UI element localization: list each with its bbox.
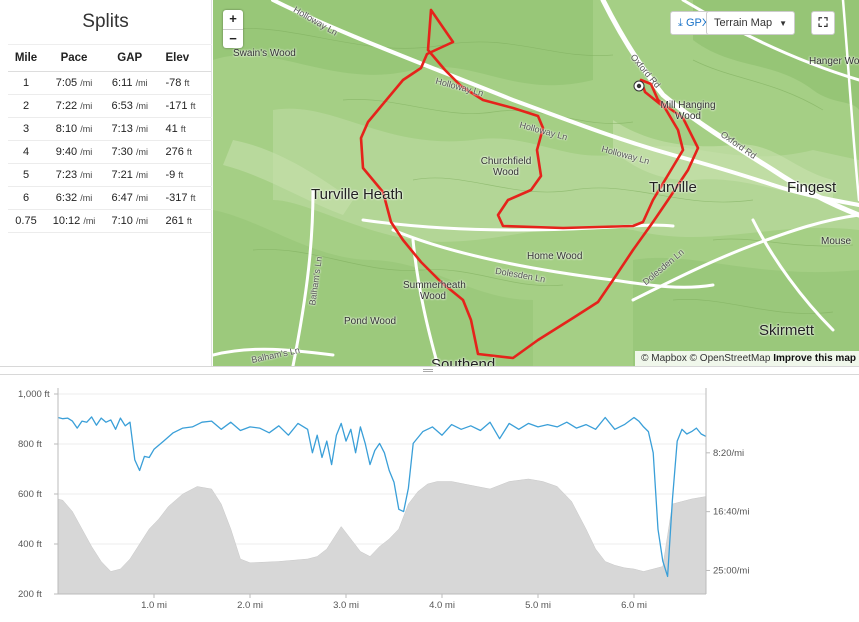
split-mile: 3 bbox=[8, 117, 44, 141]
label-mill-hanging-wood: Mill Hanging Wood bbox=[660, 100, 716, 122]
split-pace: 7:05 /mi bbox=[44, 71, 105, 95]
split-gap: 7:13 /mi bbox=[104, 117, 156, 141]
map-terrain bbox=[213, 0, 859, 366]
y-right-tick-label: 8:20/mi bbox=[713, 448, 744, 459]
split-mile: 4 bbox=[8, 140, 44, 164]
split-pace: 10:12 /mi bbox=[44, 209, 105, 233]
split-mile: 1 bbox=[8, 71, 44, 95]
grip-icon bbox=[423, 369, 433, 372]
split-elev: 261 ft bbox=[155, 209, 212, 233]
label-skirmett: Skirmett bbox=[759, 322, 815, 339]
split-elev: -78 ft bbox=[155, 71, 212, 95]
map-type-label: Terrain Map bbox=[714, 17, 773, 29]
attribution-mapbox-link[interactable]: © Mapbox bbox=[641, 353, 687, 364]
caret-down-icon: ▼ bbox=[779, 19, 788, 28]
split-row[interactable]: 6 6:32 /mi 6:47 /mi -317 ft bbox=[8, 186, 212, 210]
y-left-tick-label: 200 ft bbox=[18, 589, 42, 600]
split-gap: 6:11 /mi bbox=[104, 71, 156, 95]
split-row[interactable]: 3 8:10 /mi 7:13 /mi 41 ft bbox=[8, 117, 212, 141]
split-elev: 41 ft bbox=[155, 117, 212, 141]
improve-map-link[interactable]: Improve this map bbox=[773, 353, 856, 364]
split-pace: 6:32 /mi bbox=[44, 186, 105, 210]
split-row[interactable]: 2 7:22 /mi 6:53 /mi -171 ft bbox=[8, 94, 212, 118]
split-gap: 7:21 /mi bbox=[104, 163, 156, 187]
route-map[interactable]: Swain's Wood Holloway Ln Holloway Ln Hol… bbox=[213, 0, 859, 366]
split-elev: -9 ft bbox=[155, 163, 212, 187]
y-left-tick-label: 800 ft bbox=[18, 439, 42, 450]
download-icon: ⤓ bbox=[678, 17, 683, 29]
label-churchfield-wood: Churchfield Wood bbox=[480, 156, 532, 178]
split-gap: 6:47 /mi bbox=[104, 186, 156, 210]
split-row[interactable]: 1 7:05 /mi 6:11 /mi -78 ft bbox=[8, 71, 212, 95]
x-tick-label: 5.0 mi bbox=[525, 600, 551, 611]
split-row[interactable]: 4 9:40 /mi 7:30 /mi 276 ft bbox=[8, 140, 212, 164]
elevation-area bbox=[57, 478, 707, 595]
label-turville: Turville bbox=[649, 179, 697, 196]
zoom-in-button[interactable]: + bbox=[229, 11, 237, 26]
split-mile: 6 bbox=[8, 186, 44, 210]
split-row[interactable]: 5 7:23 /mi 7:21 /mi -9 ft bbox=[8, 163, 212, 187]
split-elev: 276 ft bbox=[155, 140, 212, 164]
splits-panel: Splits Mile Pace GAP Elev 1 7:05 /mi 6:11 … bbox=[0, 0, 212, 366]
label-fingest: Fingest bbox=[787, 179, 837, 196]
split-row[interactable]: 0.75 10:12 /mi 7:10 /mi 261 ft bbox=[8, 209, 212, 233]
label-turville-heath: Turville Heath bbox=[311, 186, 403, 203]
split-pace: 7:22 /mi bbox=[44, 94, 105, 118]
split-mile: 0.75 bbox=[8, 209, 44, 233]
splits-header-row: Mile Pace GAP Elev bbox=[8, 44, 212, 72]
pace-line bbox=[57, 416, 707, 578]
header-pace: Pace bbox=[44, 44, 105, 72]
chart-canvas: 1,000 ft 800 ft 600 ft 400 ft 200 ft 8:20/mi 1… bbox=[18, 388, 749, 611]
split-gap: 6:53 /mi bbox=[104, 94, 156, 118]
x-tick-label: 2.0 mi bbox=[237, 600, 263, 611]
y-right-tick-label: 25:00/mi bbox=[713, 565, 749, 576]
splits-title: Splits bbox=[82, 11, 129, 32]
split-gap: 7:10 /mi bbox=[104, 209, 156, 233]
x-tick-label: 1.0 mi bbox=[141, 600, 167, 611]
x-tick-label: 6.0 mi bbox=[621, 600, 647, 611]
label-home-wood: Home Wood bbox=[527, 251, 583, 262]
split-elev: -317 ft bbox=[155, 186, 212, 210]
expand-icon: ⛶ bbox=[818, 15, 828, 30]
zoom-control: + − bbox=[223, 10, 243, 48]
map-attribution: © Mapbox © OpenStreetMap Improve this ma… bbox=[635, 351, 859, 366]
splits-rows: 1 7:05 /mi 6:11 /mi -78 ft 2 7:22 /mi 6:53 /mi… bbox=[8, 71, 212, 233]
label-mouse: Mouse bbox=[821, 236, 852, 247]
y-left-tick-label: 400 ft bbox=[18, 539, 42, 550]
attribution-osm-link[interactable]: © OpenStreetMap bbox=[689, 353, 771, 364]
header-mile: Mile bbox=[8, 44, 44, 72]
split-mile: 5 bbox=[8, 163, 44, 187]
header-elev: Elev bbox=[155, 44, 212, 72]
label-southend: Southend bbox=[431, 356, 496, 366]
label-pond-wood: Pond Wood bbox=[344, 316, 397, 327]
label-summerheath-wood: Summerheath Wood bbox=[403, 280, 466, 302]
map-type-dropdown[interactable]: Terrain Map ▼ bbox=[706, 11, 796, 35]
split-pace: 8:10 /mi bbox=[44, 117, 105, 141]
fullscreen-button[interactable]: ⛶ bbox=[811, 11, 835, 35]
y-right-tick-label: 16:40/mi bbox=[713, 507, 749, 518]
y-left-tick-label: 1,000 ft bbox=[18, 389, 50, 400]
gpx-label: GPX bbox=[685, 17, 710, 29]
x-tick-label: 4.0 mi bbox=[429, 600, 455, 611]
split-pace: 9:40 /mi bbox=[44, 140, 105, 164]
label-swains-wood: Swain's Wood bbox=[233, 48, 296, 59]
split-pace: 7:23 /mi bbox=[44, 163, 105, 187]
y-left-tick-label: 600 ft bbox=[18, 489, 42, 500]
header-gap: GAP bbox=[104, 44, 156, 72]
split-gap: 7:30 /mi bbox=[104, 140, 156, 164]
label-hanger-wood: Hanger Wo bbox=[809, 56, 859, 67]
x-tick-label: 3.0 mi bbox=[333, 600, 359, 611]
splits-table: Mile Pace GAP Elev 1 7:05 /mi 6:11 /mi -78 … bbox=[8, 44, 212, 233]
elevation-pace-chart[interactable]: 1,000 ft 800 ft 600 ft 400 ft 200 ft 8:20/mi 1… bbox=[0, 376, 859, 622]
split-elev: -171 ft bbox=[155, 94, 212, 118]
split-mile: 2 bbox=[8, 94, 44, 118]
zoom-out-button[interactable]: − bbox=[223, 29, 243, 48]
resize-handle[interactable] bbox=[0, 366, 859, 375]
